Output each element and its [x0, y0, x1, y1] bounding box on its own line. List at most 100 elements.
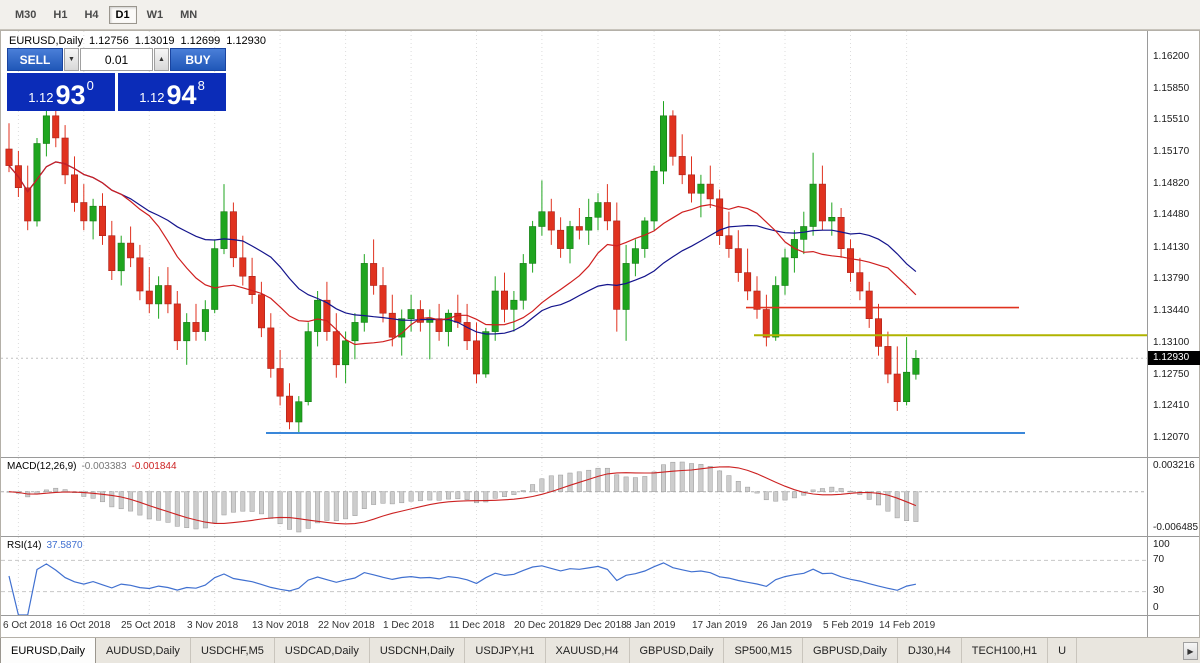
price-scale-label: 1.16200: [1153, 51, 1190, 62]
rsi-level-0: 0: [1153, 602, 1159, 613]
time-axis-label: 8 Jan 2019: [626, 620, 676, 631]
time-axis-label: 6 Oct 2018: [3, 620, 52, 631]
time-axis-label: 11 Dec 2018: [449, 620, 505, 631]
down-arrow-icon: ▼: [68, 56, 75, 63]
bid-price-prefix: 1.12: [28, 90, 54, 105]
chart-tabbar: EURUSD,Daily AUDUSD,Daily USDCHF,M5 USDCAD,…: [0, 637, 1200, 663]
sell-button[interactable]: SELL: [7, 48, 63, 71]
lot-decrease-button[interactable]: ▼: [64, 48, 79, 71]
timeframe-toolbar: M30 H1 H4 D1 W1 MN: [0, 0, 1200, 30]
current-price-tag: 1.12930: [1148, 351, 1200, 365]
rsi-level-70: 70: [1153, 554, 1165, 565]
buy-button[interactable]: BUY: [170, 48, 226, 71]
rsi-chart-svg[interactable]: [1, 537, 1147, 615]
time-axis-label: 25 Oct 2018: [121, 620, 176, 631]
macd-label: MACD(12,26,9) -0.003383 -0.001844: [7, 461, 182, 472]
chart-tabs: EURUSD,Daily AUDUSD,Daily USDCHF,M5 USDCAD,…: [0, 638, 1078, 663]
price-chart-pane[interactable]: [1, 31, 1147, 457]
timeframe-button-d1[interactable]: D1: [108, 5, 137, 24]
ask-price-display[interactable]: 1.12 94 8: [118, 73, 226, 111]
price-scale-label: 1.12070: [1153, 432, 1190, 443]
price-scale-label: 1.13790: [1153, 273, 1190, 284]
price-scale-label: 1.12410: [1153, 400, 1190, 411]
rsi-value: 37.5870: [46, 540, 83, 551]
bar-low-value: 1.12699: [180, 35, 221, 47]
chart-tab[interactable]: USDJPY,H1: [465, 638, 546, 663]
price-scale-label: 1.13440: [1153, 305, 1190, 316]
lot-increase-button[interactable]: ▲: [154, 48, 169, 71]
macd-scale-max: 0.003216: [1153, 460, 1195, 471]
timeframe-button-m30[interactable]: M30: [15, 8, 37, 21]
tab-scroll-right-button[interactable]: ▶: [1183, 642, 1198, 660]
chart-window: EURUSD,Daily 1.12756 1.13019 1.12699 1.12930…: [0, 30, 1200, 637]
rsi-name: RSI(14): [7, 540, 42, 551]
macd-signal-value: -0.001844: [131, 461, 177, 472]
time-axis-label: 1 Dec 2018: [383, 620, 435, 631]
price-scale-label: 1.13100: [1153, 337, 1190, 348]
macd-main-value: -0.003383: [81, 461, 127, 472]
rsi-level-100: 100: [1153, 539, 1170, 550]
macd-indicator-pane[interactable]: [1, 458, 1147, 536]
bar-high-value: 1.13019: [134, 35, 175, 47]
chart-tab[interactable]: AUDUSD,Daily: [96, 638, 191, 663]
chart-tab[interactable]: USDCNH,Daily: [370, 638, 466, 663]
bar-close-value: 1.12930: [226, 35, 267, 47]
bid-price-display[interactable]: 1.12 93 0: [7, 73, 115, 111]
macd-chart-svg[interactable]: [1, 458, 1147, 536]
chart-tab[interactable]: DJ30,H4: [898, 638, 962, 663]
time-axis-label: 26 Jan 2019: [757, 620, 813, 631]
bid-price-pipette: 0: [86, 78, 94, 93]
rsi-level-30: 30: [1153, 585, 1165, 596]
time-axis-label: 20 Dec 2018: [514, 620, 571, 631]
time-axis-label: 29 Dec 2018: [570, 620, 627, 631]
chart-tab[interactable]: U: [1048, 638, 1078, 663]
time-axis-label: 5 Feb 2019: [823, 620, 874, 631]
chart-tab[interactable]: GBPUSD,Daily: [630, 638, 725, 663]
timeframe-button-h1[interactable]: H1: [53, 8, 68, 21]
ask-price-big-digits: 94: [166, 80, 197, 110]
lot-size-input[interactable]: 0.01: [80, 48, 153, 71]
chart-tab[interactable]: USDCAD,Daily: [275, 638, 370, 663]
bar-open-value: 1.12756: [88, 35, 129, 47]
chart-tab[interactable]: GBPUSD,Daily: [803, 638, 898, 663]
price-scale[interactable]: 1.12930 0.003216 -0.006485 100 70 30 0 1…: [1147, 31, 1200, 637]
up-arrow-icon: ▲: [158, 56, 165, 63]
rsi-label: RSI(14) 37.5870: [7, 540, 88, 551]
ask-price-pipette: 8: [197, 78, 205, 93]
chart-tab[interactable]: TECH100,H1: [962, 638, 1049, 663]
timeframe-button-mn[interactable]: MN: [180, 8, 198, 21]
price-scale-label: 1.14130: [1153, 242, 1190, 253]
chart-tab[interactable]: USDCHF,M5: [191, 638, 275, 663]
pane-separator: [1, 615, 1199, 616]
pane-separator[interactable]: [1, 536, 1199, 537]
price-scale-label: 1.14820: [1153, 178, 1190, 189]
time-axis-label: 14 Feb 2019: [879, 620, 936, 631]
time-axis-label: 17 Jan 2019: [692, 620, 748, 631]
one-click-trading-panel: SELL ▼ 0.01 ▲ BUY 1.12 93 0 1.12 94 8: [7, 48, 226, 111]
timeframe-button-h4[interactable]: H4: [84, 8, 99, 21]
price-scale-label: 1.15850: [1153, 83, 1190, 94]
chart-tab[interactable]: EURUSD,Daily: [0, 638, 96, 663]
candlestick-chart-svg[interactable]: [1, 31, 1147, 457]
time-axis[interactable]: 6 Oct 2018 16 Oct 2018 25 Oct 2018 3 Nov 20…: [1, 616, 1147, 637]
chart-tab[interactable]: SP500,M15: [724, 638, 803, 663]
time-axis-label: 22 Nov 2018: [318, 620, 375, 631]
chart-symbol-title: EURUSD,Daily: [9, 35, 83, 47]
chart-tab[interactable]: XAUUSD,H4: [546, 638, 630, 663]
macd-name: MACD(12,26,9): [7, 461, 77, 472]
pane-separator[interactable]: [1, 457, 1199, 458]
price-scale-label: 1.15510: [1153, 114, 1190, 125]
rsi-indicator-pane[interactable]: [1, 537, 1147, 615]
price-scale-label: 1.14480: [1153, 209, 1190, 220]
macd-scale-min: -0.006485: [1153, 522, 1199, 533]
timeframe-button-w1[interactable]: W1: [146, 8, 164, 21]
chart-ohlc-info: EURUSD,Daily 1.12756 1.13019 1.12699 1.12930: [9, 35, 272, 47]
time-axis-label: 16 Oct 2018: [56, 620, 111, 631]
price-scale-label: 1.12750: [1153, 369, 1190, 380]
price-scale-label: 1.15170: [1153, 146, 1190, 157]
right-arrow-icon: ▶: [1187, 646, 1194, 656]
bid-price-big-digits: 93: [55, 80, 86, 110]
time-axis-label: 13 Nov 2018: [252, 620, 309, 631]
ask-price-prefix: 1.12: [139, 90, 165, 105]
